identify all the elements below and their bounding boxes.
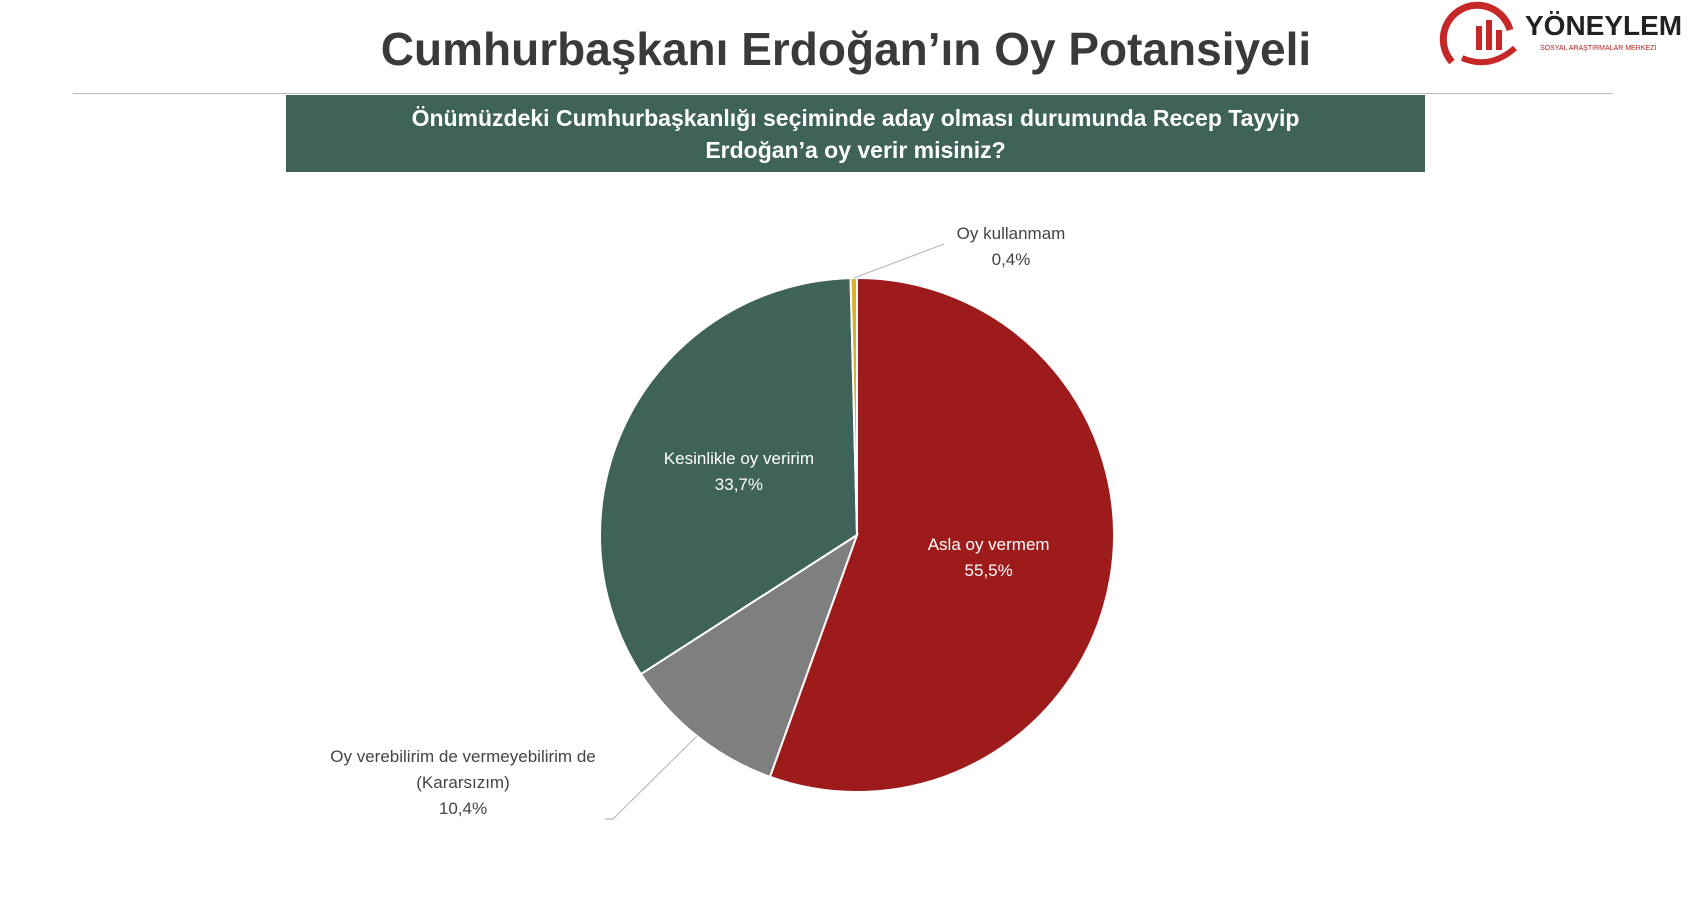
logo-name: YÖNEYLEM (1525, 10, 1683, 41)
value-label: 0,4% (991, 250, 1031, 269)
data-label: Oy verebilirim de vermeyebilirim de (Kar… (330, 744, 595, 822)
logo-tagline: SOSYAL ARAŞTIRMALAR MERKEZİ (1540, 45, 1657, 52)
leader-line (605, 735, 698, 820)
value-label: 33,7% (714, 475, 763, 495)
pie-slice (768, 276, 1115, 793)
chart-title: Cumhurbaşkanı Erdoğan’ın Oy Potansiyeli (380, 23, 1312, 75)
category-label: Oy kullanmam (956, 224, 1066, 243)
value-label: 55,5% (964, 560, 1013, 580)
pie-slice (599, 277, 859, 676)
category-label: Kesinlikle oy veririm (663, 449, 814, 469)
data-label: Asla oy vermem 55,5% (928, 532, 1050, 584)
category-label: Asla oy vermem (927, 534, 1050, 554)
data-label: Kesinlikle oy veririm 33,7% (664, 446, 814, 498)
leader-line (853, 243, 945, 279)
logo-icon (1439, 1, 1517, 66)
data-label: Oy kullanmam 0,4% (957, 221, 1066, 273)
subtitle-banner: Önümüzdeki Cumhurbaşkanlığı seçiminde ad… (286, 95, 1425, 172)
subtitle: Önümüzdeki Cumhurbaşkanlığı seçiminde ad… (411, 104, 1300, 163)
divider (73, 93, 1613, 94)
pie-slice (639, 532, 859, 779)
category-label: Oy verebilirim de vermeyebilirim de (Kar… (330, 747, 596, 792)
value-label: 10,4% (438, 799, 488, 818)
